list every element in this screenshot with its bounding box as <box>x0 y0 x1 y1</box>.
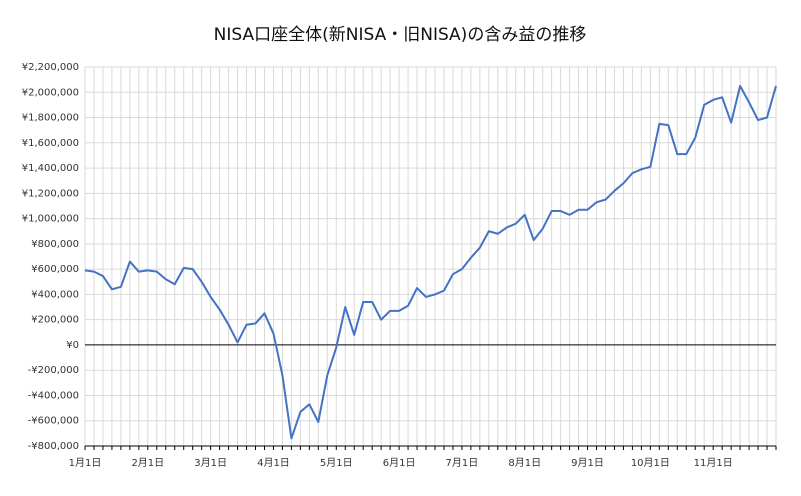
x-tick-label: 9月1日 <box>571 457 604 469</box>
x-tick-label: 1月1日 <box>69 457 102 469</box>
y-tick-label: -¥200,000 <box>28 365 79 376</box>
y-tick-label: ¥1,200,000 <box>22 188 79 199</box>
y-tick-label: ¥200,000 <box>31 315 79 326</box>
x-tick-label: 4月1日 <box>257 457 290 469</box>
x-tick-label: 2月1日 <box>131 457 164 469</box>
y-tick-label: ¥600,000 <box>31 264 79 275</box>
x-tick-label: 8月1日 <box>508 457 541 469</box>
x-tick-label: 6月1日 <box>383 457 416 469</box>
x-tick-label: 3月1日 <box>194 457 227 469</box>
y-tick-label: -¥600,000 <box>28 416 79 427</box>
y-tick-label: ¥400,000 <box>31 289 79 300</box>
y-tick-label: ¥1,600,000 <box>22 138 79 149</box>
x-tick-label: 7月1日 <box>446 457 479 469</box>
y-tick-label: -¥400,000 <box>28 390 79 401</box>
y-tick-label: ¥0 <box>66 340 79 351</box>
y-tick-label: ¥2,200,000 <box>22 62 79 73</box>
x-tick-label: 11月1日 <box>694 457 733 469</box>
y-tick-label: ¥1,000,000 <box>22 214 79 225</box>
y-tick-label: ¥1,800,000 <box>22 113 79 124</box>
y-tick-label: ¥1,400,000 <box>22 163 79 174</box>
chart-title: NISA口座全体(新NISA・旧NISA)の含み益の推移 <box>214 25 587 45</box>
line-series <box>84 84 777 440</box>
x-tick-label: 10月1日 <box>631 457 670 469</box>
x-tick-label: 5月1日 <box>320 457 353 469</box>
y-tick-label: ¥2,000,000 <box>22 87 79 98</box>
y-tick-label: -¥800,000 <box>28 441 79 452</box>
y-tick-label: ¥800,000 <box>31 239 79 250</box>
